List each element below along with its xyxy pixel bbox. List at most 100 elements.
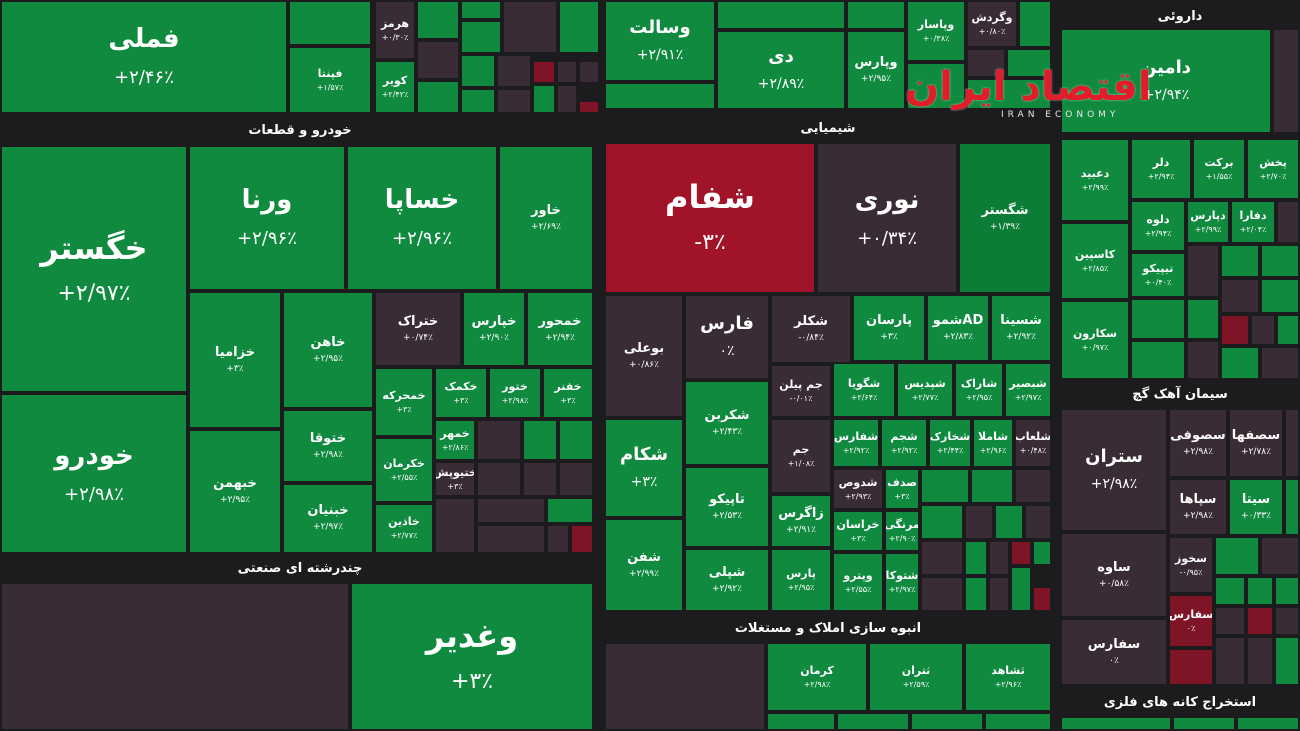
tile-sadaf[interactable]: صدف +۳٪ <box>884 468 920 510</box>
tile-noori[interactable]: نوری +۰/۳۴٪ <box>816 142 958 294</box>
tile-small[interactable] <box>546 524 570 554</box>
tile-khazin[interactable]: خاذین +۲/۷۷٪ <box>374 503 434 554</box>
tile-booali[interactable]: بوعلی +۰/۸۶٪ <box>604 294 684 418</box>
tile-veghadir[interactable]: وغدیر +۳٪ <box>350 582 594 731</box>
tile-fars[interactable]: فارس ۰٪ <box>684 294 770 380</box>
tile-small[interactable] <box>522 419 558 461</box>
tile-hormoz[interactable]: هرمز +۰/۳۰٪ <box>374 0 416 60</box>
tile-shepli[interactable]: شپلی +۲/۹۲٪ <box>684 548 770 612</box>
tile-small[interactable] <box>1214 576 1246 606</box>
tile-small[interactable] <box>984 712 1052 731</box>
tile-small[interactable] <box>846 0 906 30</box>
tile-sefars[interactable]: وغدیر سفارس سفارس ۰٪ <box>1060 618 1168 686</box>
tile-small[interactable] <box>1276 314 1300 346</box>
tile-shgostar[interactable]: شگستر +۱/۳۹٪ <box>958 142 1052 294</box>
tile-khodro[interactable]: خودرو +۲/۹۸٪ <box>0 393 188 554</box>
tile-small[interactable] <box>556 60 578 84</box>
tile-small[interactable] <box>1168 648 1214 686</box>
tile-small[interactable] <box>578 60 600 84</box>
tile-marangi[interactable]: مرنگی +۲/۹۰٪ <box>884 510 920 552</box>
tile-small[interactable] <box>1060 716 1172 731</box>
tile-small[interactable] <box>1186 340 1220 380</box>
tile-small[interactable] <box>476 497 546 524</box>
tile-daabid[interactable]: دعبید +۲/۹۹٪ <box>1060 138 1130 222</box>
tile-small[interactable] <box>1010 540 1032 566</box>
tile-small[interactable] <box>476 524 546 554</box>
tile-fepenta[interactable]: فپنتا +۱/۵۷٪ <box>288 46 372 114</box>
tile-small[interactable] <box>906 62 966 110</box>
tile-vesalt[interactable]: وسالت +۲/۹۱٪ <box>604 0 716 82</box>
tile-small[interactable] <box>1276 200 1300 244</box>
tile-small[interactable] <box>920 504 964 540</box>
tile-small[interactable] <box>558 461 594 497</box>
tile-fameli[interactable]: فملی +۲/۴۶٪ <box>0 0 288 114</box>
tile-khtrak[interactable]: ختراک +۰/۷۴٪ <box>374 291 462 367</box>
tile-small[interactable] <box>460 0 502 20</box>
tile-small[interactable] <box>522 461 558 497</box>
tile-khgostar[interactable]: خگستر +۲/۹۷٪ <box>0 145 188 393</box>
tile-small[interactable] <box>558 0 600 54</box>
tile-small[interactable] <box>434 497 476 554</box>
tile-small[interactable] <box>964 576 988 612</box>
tile-parsan[interactable]: پارسان +۳٪ <box>852 294 926 362</box>
tile-jampilen[interactable]: جم پیلن -۰/۰۱٪ <box>770 364 832 418</box>
tile-small[interactable] <box>570 524 594 554</box>
tile-shlaab[interactable]: شلعاب +۰/۴۸٪ <box>1014 418 1052 468</box>
tile-small[interactable] <box>1220 314 1250 346</box>
tile-small[interactable] <box>1220 244 1260 278</box>
tile-shtooka[interactable]: شتوکا +۲/۹۷٪ <box>884 552 920 612</box>
tile-small[interactable] <box>1214 536 1260 576</box>
tile-small[interactable] <box>1260 536 1300 576</box>
tile-small[interactable] <box>416 0 460 40</box>
tile-dpars[interactable]: دفارا +۲/۰۴٪ <box>1230 200 1276 244</box>
tile-shamla[interactable]: شاملا +۲/۹۶٪ <box>972 418 1014 468</box>
tile-khtouga[interactable]: ختوقا +۲/۹۸٪ <box>282 409 374 483</box>
tile-small[interactable] <box>288 0 372 46</box>
tile-small[interactable] <box>1274 636 1300 686</box>
tile-shfars[interactable]: شفارس +۲/۹۲٪ <box>832 418 880 468</box>
tile-khfanar[interactable]: خفنر +۳٪ <box>542 367 594 419</box>
tile-shdos[interactable]: شدوص +۲/۹۳٪ <box>832 468 884 510</box>
tile-small[interactable] <box>1130 298 1186 340</box>
tile-khtoor[interactable]: ختور +۲/۹۸٪ <box>488 367 542 419</box>
tile-shbasir[interactable]: شبصیر +۲/۹۷٪ <box>1004 362 1052 418</box>
tile-sesfaha[interactable]: سپاها +۲/۹۸٪ <box>1168 478 1228 536</box>
tile-sekhooz[interactable]: سفارس ۰٪ <box>1168 594 1214 648</box>
tile-small[interactable] <box>766 712 836 731</box>
tile-dkosar[interactable]: دپارس +۲/۹۹٪ <box>1186 200 1230 244</box>
tile-small[interactable] <box>604 82 716 110</box>
tile-shekkar[interactable]: شکلر -۰/۸۴٪ <box>770 294 852 364</box>
tile-khtoopesh[interactable]: ختیوپش +۳٪ <box>434 461 476 497</box>
tile-shjam[interactable]: شجم +۲/۹۲٪ <box>880 418 928 468</box>
tile-sashahed[interactable]: ثشاهد +۲/۹۶٪ <box>964 642 1052 712</box>
tile-varna[interactable]: ورنا +۲/۹۶٪ <box>188 145 346 291</box>
tile-small[interactable] <box>1214 606 1246 636</box>
tile-kavir[interactable]: کویر +۲/۴۲٪ <box>374 60 416 114</box>
tile-sateran[interactable]: سصوفی +۲/۹۸٪ <box>1168 408 1228 478</box>
tile-vepetro[interactable]: وپترو +۲/۵۵٪ <box>832 552 884 612</box>
tile-shefan[interactable]: شفن +۲/۹۹٪ <box>604 518 684 612</box>
tile-multi-large[interactable] <box>0 582 350 731</box>
tile-small[interactable] <box>920 540 964 576</box>
tile-small[interactable] <box>1260 346 1300 380</box>
tile-small[interactable] <box>1172 716 1236 731</box>
tile-small[interactable] <box>1024 504 1052 540</box>
tile-small[interactable] <box>1032 540 1052 566</box>
tile-khazamia[interactable]: خزامیا +۳٪ <box>188 291 282 429</box>
tile-daloor[interactable]: دلر +۲/۹۴٪ <box>1130 138 1192 200</box>
tile-shefam[interactable]: شفام -۳٪ <box>604 142 816 294</box>
tile-khmehvar[interactable]: خمحور +۲/۹۴٪ <box>526 291 594 367</box>
tile-small[interactable] <box>836 712 910 731</box>
tile-khmehr[interactable]: خمهر +۲/۸۶٪ <box>434 419 476 461</box>
tile-khkomak[interactable]: خکمک +۳٪ <box>434 367 488 419</box>
tile-sharak[interactable]: شاراک +۲/۹۵٪ <box>954 362 1004 418</box>
tile-khsapa[interactable]: خساپا +۲/۹۶٪ <box>346 145 498 291</box>
tile-tapiko[interactable]: تاپیکو +۲/۵۳٪ <box>684 466 770 548</box>
tile-shemvad[interactable]: شموAD +۲/۸۳٪ <box>926 294 990 362</box>
tile-small[interactable] <box>1186 298 1220 340</box>
tile-small[interactable] <box>994 504 1024 540</box>
tile-shkharak[interactable]: شخارک +۲/۴۴٪ <box>928 418 972 468</box>
tile-sekaroon[interactable]: ستران +۲/۹۸٪ <box>1060 408 1168 532</box>
tile-damin[interactable]: دامین +۲/۹۴٪ <box>1060 28 1272 134</box>
tile-small[interactable] <box>1032 586 1052 612</box>
